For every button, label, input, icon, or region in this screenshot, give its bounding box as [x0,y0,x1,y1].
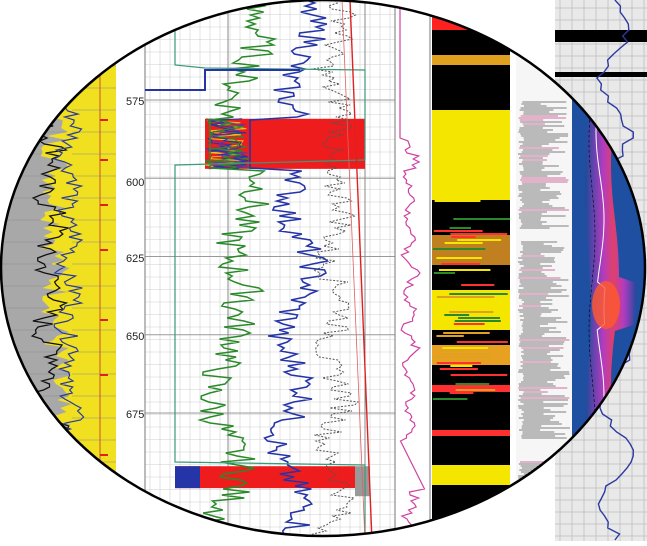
lithology-streak [436,335,464,337]
resistivity-curve [399,0,426,536]
lithology-streak [439,368,478,370]
lithology-band [432,110,510,200]
depth-tick-label: 575 [126,96,144,108]
lithology-streak [455,383,490,385]
lithology-streak [434,356,491,358]
depth-axis: 575 600 625 650 675 [126,96,144,421]
depth-tick-label: 625 [126,253,144,265]
gray-log-curve [311,0,360,536]
green-log-curve [197,0,278,536]
lithology-streak [444,242,483,244]
lithology-streak [444,314,470,316]
lithology-band [432,465,510,485]
lithology-streak [449,227,472,229]
lithology-streak [453,323,485,325]
lithology-streak [436,257,482,259]
lithology-image-track [432,0,516,536]
lithology-streak [454,320,501,322]
lithology-streak [436,362,481,364]
lithology-streak [446,290,499,292]
lithology-streak [441,263,481,265]
zone-curve [204,118,247,170]
lithology-streak [434,200,481,202]
lithology-streak [450,374,508,376]
baseline-curve [174,0,366,536]
lithology-streak [451,236,476,238]
trend-line [349,0,373,536]
lithology-streak [456,341,508,343]
lithology-streak [450,233,508,235]
panel-dark-band [555,30,647,42]
depth-tick-label: 675 [126,409,144,421]
lithology-streak [432,248,486,250]
zone-curve [208,118,249,170]
lithology-streak [449,392,474,394]
lithology-streak [443,332,490,334]
gamma-ray-track [1,0,120,536]
blue-log-curve [249,0,330,536]
lithology-streak [449,293,508,295]
lithology-band [432,385,510,392]
lithology-band [432,430,510,436]
lithology-streak [442,347,488,349]
lithology-streak [436,296,495,298]
highlight-zone [175,466,355,489]
lithology-band [432,55,510,65]
zone-curve [206,118,244,170]
resistivity-track [394,0,431,536]
lithology-background [432,0,510,536]
highlight-zone-blue [175,466,200,489]
lithology-streak [433,230,483,232]
top-step-curve [145,69,300,91]
depth-tick-label: 600 [126,177,144,189]
lithology-streak [439,350,465,352]
lithology-streak [450,365,473,367]
lithology-streak [438,269,491,271]
depth-tick-label: 650 [126,331,144,343]
main-track-background [145,0,430,536]
lithology-streak [461,284,495,286]
lithology-streak [433,272,456,274]
track-separator [510,0,516,536]
lithology-streak [442,353,492,355]
lithology-streak [455,389,496,391]
spectral-hotspot [592,281,620,329]
lithology-streak [458,317,501,319]
lithology-streak [453,218,513,220]
lithology-streak [449,311,494,313]
lithology-streak [432,398,468,400]
main-log-track [144,0,430,536]
lithology-streak [457,239,502,241]
trend-line [341,0,366,536]
track-separator [116,0,120,536]
lithology-band [432,0,510,30]
